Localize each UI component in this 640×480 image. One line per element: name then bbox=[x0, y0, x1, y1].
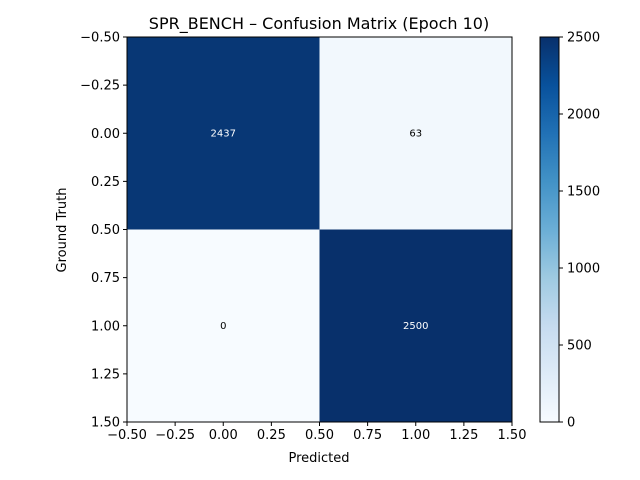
cell-value-1-0: 0 bbox=[220, 321, 226, 332]
x-tick-label: 1.50 bbox=[498, 428, 527, 443]
x-axis-label: Predicted bbox=[288, 451, 349, 466]
chart-title: SPR_BENCH – Confusion Matrix (Epoch 10) bbox=[149, 14, 489, 34]
colorbar bbox=[539, 36, 560, 423]
y-tick-label: 1.00 bbox=[91, 319, 120, 334]
colorbar-tick-label: 0 bbox=[567, 416, 575, 431]
heatmap-cell-0-1 bbox=[319, 37, 512, 230]
y-tick-label: 0.75 bbox=[91, 271, 120, 286]
y-tick-label: 1.25 bbox=[91, 367, 120, 382]
cell-value-0-1: 63 bbox=[409, 128, 422, 139]
x-tick-label: 0.25 bbox=[257, 428, 286, 443]
colorbar-tick-label: 2000 bbox=[567, 108, 600, 123]
x-tick-label: 0.75 bbox=[353, 428, 382, 443]
y-tick-label: 0.25 bbox=[91, 175, 120, 190]
cell-value-0-0: 2437 bbox=[211, 128, 236, 139]
heatmap-cells bbox=[127, 37, 512, 422]
heatmap-cell-1-1 bbox=[319, 229, 512, 422]
y-tick-label: 0.00 bbox=[91, 127, 120, 142]
colorbar-tick-label: 1000 bbox=[567, 262, 600, 277]
y-tick-label: 0.50 bbox=[91, 223, 120, 238]
y-tick-label: 1.50 bbox=[91, 416, 120, 431]
colorbar-tick-label: 1500 bbox=[567, 185, 600, 200]
y-axis-ticks: −0.50 −0.25 0.00 0.25 0.50 0.75 1.00 1.25 1.50 bbox=[80, 31, 127, 431]
heatmap-cell-0-0 bbox=[127, 37, 320, 230]
cell-value-1-1: 2500 bbox=[403, 321, 428, 332]
cell-annotations: 2437 63 0 2500 bbox=[211, 128, 429, 332]
x-tick-label: 0.00 bbox=[209, 428, 238, 443]
x-tick-label: 0.50 bbox=[305, 428, 334, 443]
y-axis-label: Ground Truth bbox=[55, 188, 70, 273]
x-tick-label: 1.25 bbox=[449, 428, 478, 443]
x-tick-label: 1.00 bbox=[401, 428, 430, 443]
heatmap-cell-1-0 bbox=[127, 229, 320, 422]
x-axis-ticks: −0.50 −0.25 0.00 0.25 0.50 0.75 1.00 1.25 1.50 bbox=[107, 422, 526, 443]
y-tick-label: −0.50 bbox=[80, 31, 120, 46]
x-tick-label: −0.50 bbox=[107, 428, 147, 443]
x-tick-label: −0.25 bbox=[155, 428, 195, 443]
colorbar-ticks: 0 500 1000 1500 2000 2500 bbox=[559, 31, 600, 431]
colorbar-tick-label: 2500 bbox=[567, 31, 600, 46]
y-tick-label: −0.25 bbox=[80, 79, 120, 94]
colorbar-tick-label: 500 bbox=[567, 339, 592, 354]
